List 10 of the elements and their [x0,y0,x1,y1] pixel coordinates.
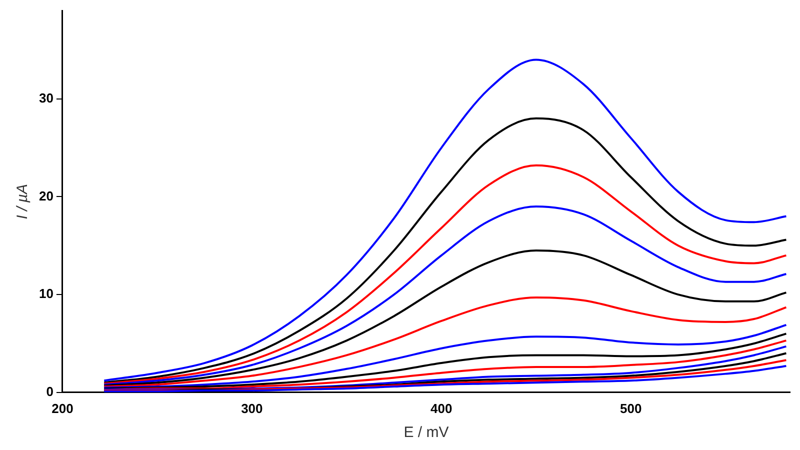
y-axis-title: I / µA [14,184,32,220]
x-axis-title: E / mV [404,424,449,442]
x-tick-label: 200 [52,400,74,416]
y-tick-label: 30 [38,90,54,106]
y-tick-label: 0 [46,384,54,399]
x-tick-label: 300 [241,400,263,416]
x-tick-label: 500 [620,400,642,416]
y-tick-label: 10 [38,286,54,302]
y-tick-label: 20 [38,188,54,204]
x-tick-label: 400 [430,400,452,416]
